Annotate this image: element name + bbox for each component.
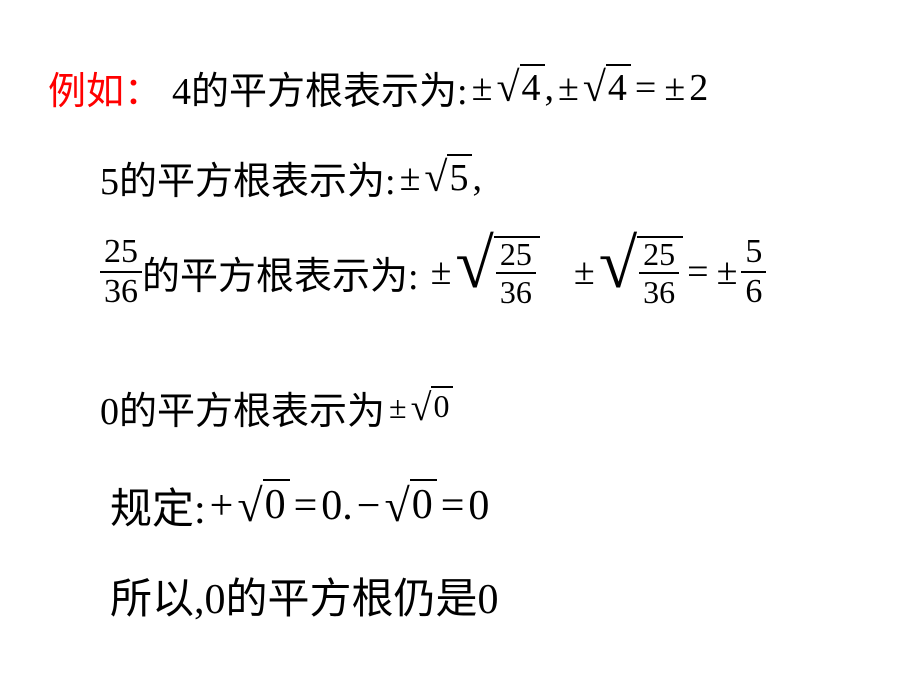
pm: ± (427, 250, 456, 294)
sqrt-25-36-a: √ 25 36 (455, 236, 539, 308)
zero: 0 (321, 482, 342, 530)
line5-text: 规定: (110, 475, 206, 536)
line-3: 25 36 的平方根表示为: ± √ 25 36 ± √ 25 36 (100, 235, 766, 309)
pm: ± (554, 66, 583, 110)
sqrt-4-a: √ 4 (496, 64, 544, 112)
example-prefix: 例如： (48, 60, 162, 115)
pm: ± (385, 389, 411, 426)
line-2: 5的平方根表示为: ± √ 5 , (100, 150, 482, 205)
sqrt-0-a: √ 0 (237, 479, 289, 532)
pm: ± (570, 250, 599, 294)
result-2: 2 (689, 66, 708, 110)
pm: ± (396, 156, 425, 200)
line2-text: 5的平方根表示为: (100, 150, 396, 205)
line-5: 规定: + √ 0 = 0 . − √ 0 = 0 (110, 475, 489, 536)
eq: = (683, 250, 712, 294)
expr-b: ± √ 25 36 = ± 5 6 (570, 235, 767, 309)
sqrt-5: √ 5 (424, 154, 472, 202)
plus: + (206, 482, 238, 530)
line4-text: 0的平方根表示为 (100, 380, 385, 435)
pm: ± (713, 250, 742, 294)
line-6: 所以,0的平方根仍是0 (110, 565, 499, 626)
minus: − (353, 482, 385, 530)
dot: . (342, 482, 353, 530)
eq: = (437, 482, 469, 530)
pm: ± (660, 66, 689, 110)
line1-text: 4的平方根表示为: (172, 60, 468, 115)
eq: = (631, 66, 660, 110)
line-1: 例如： 4的平方根表示为: ± √ 4 , ± √ 4 = ± 2 (48, 60, 708, 115)
sqrt-0: √ 0 (411, 386, 454, 430)
frac-25-36: 25 36 (100, 235, 142, 309)
comma: , (545, 66, 555, 110)
expr-a: ± √ 25 36 (427, 236, 540, 308)
line3-text: 的平方根表示为: (142, 245, 419, 300)
line-4: 0的平方根表示为 ± √ 0 (100, 380, 453, 435)
zero: 0 (468, 482, 489, 530)
frac-5-6: 5 6 (741, 235, 766, 309)
sqrt-0-b: √ 0 (384, 479, 436, 532)
line6-text: 所以,0的平方根仍是0 (110, 565, 499, 626)
pm: ± (468, 66, 497, 110)
sqrt-25-36-b: √ 25 36 (599, 236, 683, 308)
eq: = (290, 482, 322, 530)
comma: , (472, 156, 482, 200)
sqrt-4-b: √ 4 (583, 64, 631, 112)
